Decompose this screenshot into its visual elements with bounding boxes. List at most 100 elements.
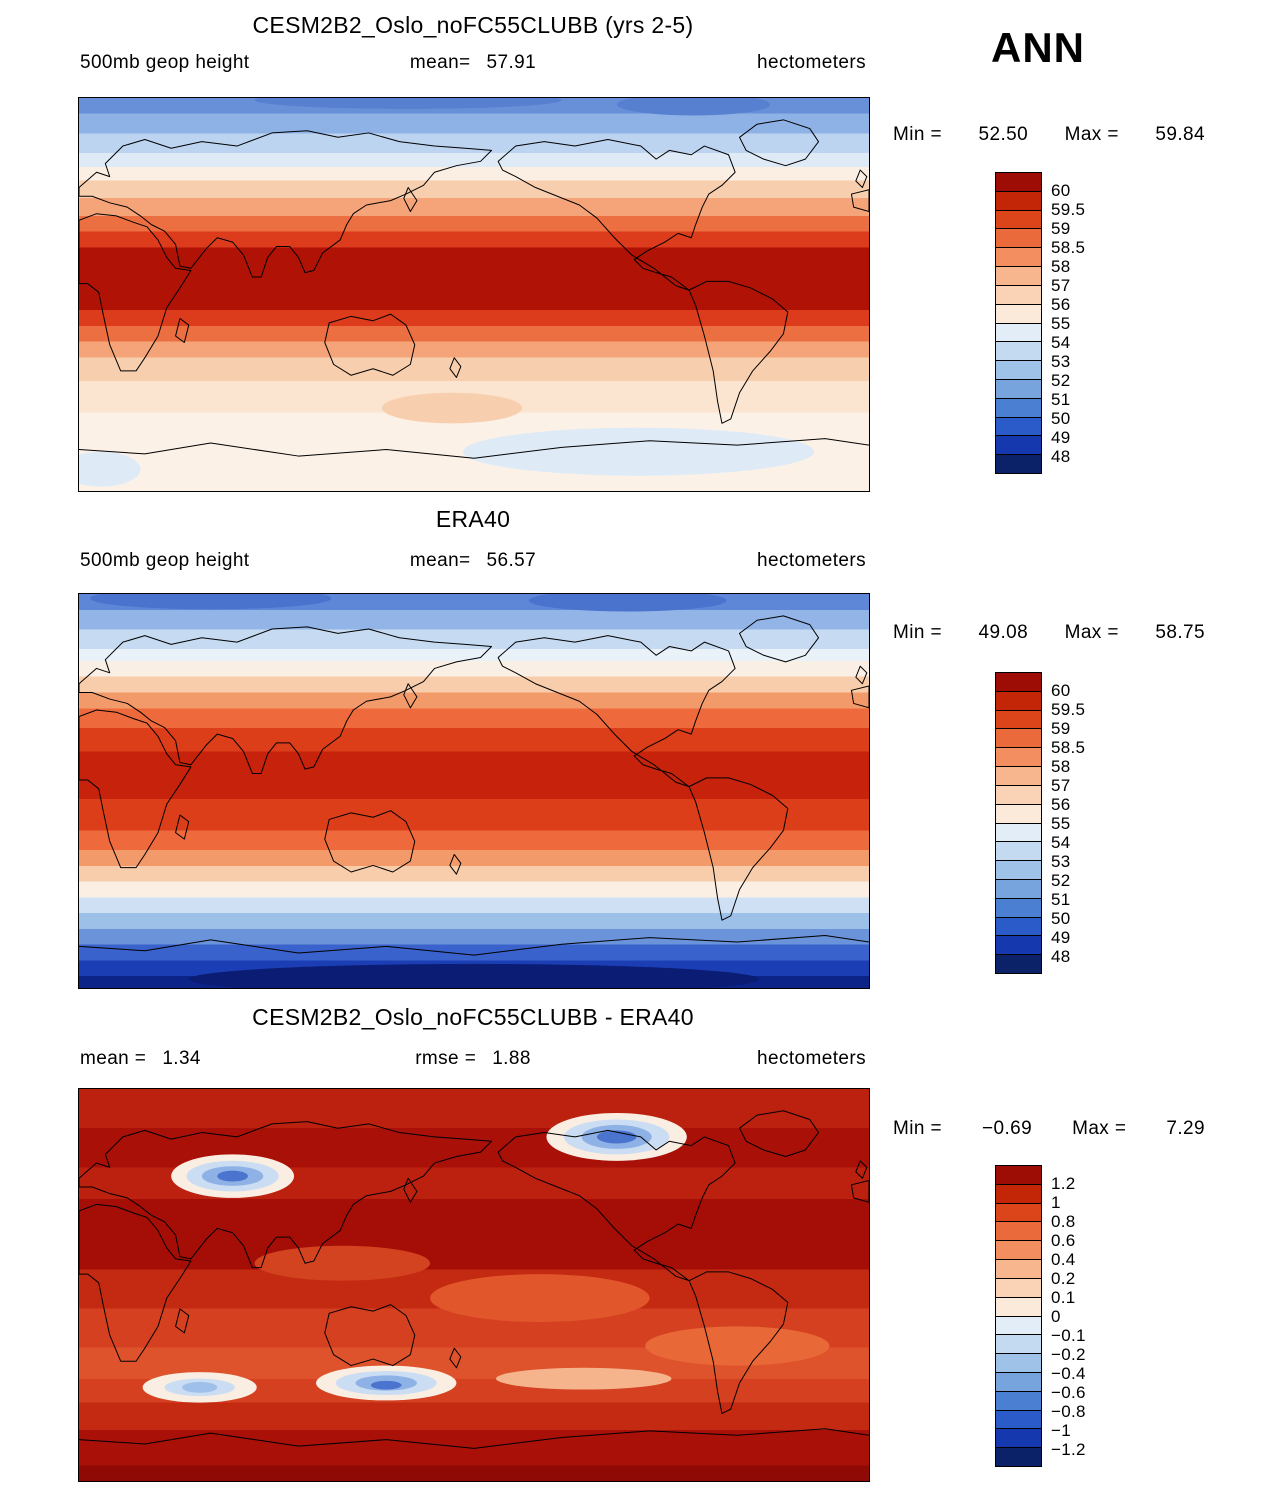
model-map-svg xyxy=(79,98,869,491)
coastline-path xyxy=(176,1309,189,1333)
pale-patch xyxy=(495,1367,672,1390)
colorbar-tick-label: 48 xyxy=(1051,947,1071,966)
max-value: 59.84 xyxy=(1155,124,1205,145)
coastline-path xyxy=(176,815,189,839)
colorbar-tick-label: 54 xyxy=(1051,833,1071,852)
colorbar-tick-label: −0.6 xyxy=(1051,1383,1086,1402)
antarctic-low-blob xyxy=(188,963,760,988)
max-value: 58.75 xyxy=(1155,622,1205,643)
units-label: hectometers xyxy=(757,550,866,571)
coastline-path xyxy=(740,120,819,166)
mean-label: mean= xyxy=(409,52,471,73)
coastline-path xyxy=(851,190,869,212)
coastline-path xyxy=(689,1272,788,1414)
coastline-path xyxy=(851,1180,869,1202)
colorbar: 60 59.5 59 58.5 58 57 56 55 54 53 52 51 50 49 48 xyxy=(995,172,1125,476)
mean-group: mean= 57.91 xyxy=(410,52,536,74)
coastline-path xyxy=(79,1122,492,1268)
panel-title: CESM2B2_Oslo_noFC55CLUBB - ERA40 xyxy=(252,1004,694,1030)
colorbar-cell xyxy=(996,304,1041,324)
coastline-path xyxy=(740,616,819,662)
rmse-label: rmse = xyxy=(415,1048,477,1069)
colorbar-tick-label: −0.1 xyxy=(1051,1326,1086,1345)
colorbar-tick-label: 58.5 xyxy=(1051,738,1086,757)
colorbar-cell xyxy=(996,936,1041,956)
coastline-path xyxy=(79,710,191,868)
colorbar-cell xyxy=(996,691,1041,711)
stats-row: mean = 1.34 rmse = 1.88 hectometers xyxy=(78,1048,868,1074)
coastline-path xyxy=(79,214,191,371)
colorbar-tick-label: 50 xyxy=(1051,409,1071,428)
colorbar-tick-label: −1.2 xyxy=(1051,1440,1086,1459)
colorbar-cell xyxy=(996,1278,1041,1298)
colorbar-tick-label: 56 xyxy=(1051,795,1071,814)
colorbar-tick-label: 50 xyxy=(1051,909,1071,928)
panel-title: CESM2B2_Oslo_noFC55CLUBB (yrs 2-5) xyxy=(252,12,694,38)
coastline-path xyxy=(79,1204,191,1361)
warm-patch xyxy=(645,1326,830,1366)
colorbar-cell xyxy=(996,417,1041,437)
colorbar-cell xyxy=(996,398,1041,418)
coastline-path xyxy=(79,439,869,459)
era40-map-svg xyxy=(79,594,869,988)
coastlines xyxy=(79,1111,869,1449)
units-label: hectometers xyxy=(757,1048,866,1069)
colorbar-swatches xyxy=(995,672,1042,974)
colorbar-tick-label: 49 xyxy=(1051,928,1071,947)
minmax-row: Min = 49.08 Max = 58.75 xyxy=(893,622,1205,644)
coastline-path xyxy=(856,1161,867,1178)
colorbar-tick-label: 0.2 xyxy=(1051,1269,1076,1288)
colorbar-tick-label: 58.5 xyxy=(1051,238,1086,257)
colorbar-cell xyxy=(996,1222,1041,1242)
panel-title: ERA40 xyxy=(435,506,511,532)
model-map xyxy=(78,97,870,492)
colorbar-cell xyxy=(996,1203,1041,1223)
colorbar-cell xyxy=(996,285,1041,305)
colorbar-cell xyxy=(996,804,1041,824)
colorbar-cell xyxy=(996,861,1041,880)
difference-map xyxy=(78,1088,870,1482)
colorbar-cell xyxy=(996,1448,1041,1466)
max-value: 7.29 xyxy=(1166,1118,1205,1139)
rmse-value: 1.88 xyxy=(492,1048,531,1069)
colorbar-cell xyxy=(996,785,1041,805)
coastline-path xyxy=(851,686,869,708)
negative-blob-eurasia xyxy=(217,1170,248,1182)
coastline-path xyxy=(498,139,735,290)
max-label: Max = xyxy=(1072,1118,1127,1139)
max-label: Max = xyxy=(1064,124,1119,145)
warm-patch xyxy=(254,1245,431,1281)
colorbar-cell xyxy=(996,842,1041,862)
stats-row: 500mb geop height mean= 57.91 hectometers xyxy=(78,52,868,78)
colorbar-tick-label: 53 xyxy=(1051,352,1071,371)
negative-blob-indian-ocean xyxy=(182,1381,218,1393)
colorbar-cell xyxy=(996,1391,1041,1411)
colorbar-cell xyxy=(996,823,1041,843)
south-pacific-warm-blob xyxy=(381,392,523,424)
min-label: Min = xyxy=(893,1118,942,1139)
coastline-path xyxy=(79,935,869,955)
colorbar-tick-label: 55 xyxy=(1051,314,1071,333)
variable-label: 500mb geop height xyxy=(80,550,250,571)
colorbar-cell xyxy=(996,191,1041,211)
colorbar-tick-label: 0 xyxy=(1051,1307,1061,1326)
colorbar-cell xyxy=(996,955,1041,973)
era40-field xyxy=(79,594,869,988)
colorbar-cell xyxy=(996,248,1041,268)
coastline-path xyxy=(325,314,415,375)
colorbar-tick-label: 57 xyxy=(1051,776,1071,795)
colorbar-cell xyxy=(996,1335,1041,1355)
coastline-path xyxy=(404,684,417,708)
coastlines xyxy=(79,616,869,955)
coastline-path xyxy=(498,1130,735,1280)
mean-value: 57.91 xyxy=(486,52,537,73)
season-label: ANN xyxy=(991,24,1085,71)
arctic-low-blob xyxy=(528,594,727,612)
arctic-low-blob xyxy=(254,98,562,109)
rmse-group: rmse = 1.88 xyxy=(415,1048,531,1070)
colorbar-tick-label: 60 xyxy=(1051,181,1071,200)
colorbar-tick-label: 1 xyxy=(1051,1193,1061,1212)
coastline-path xyxy=(325,1305,415,1366)
colorbar-cell xyxy=(996,1184,1041,1204)
southern-ocean-cool-blob xyxy=(79,451,141,487)
